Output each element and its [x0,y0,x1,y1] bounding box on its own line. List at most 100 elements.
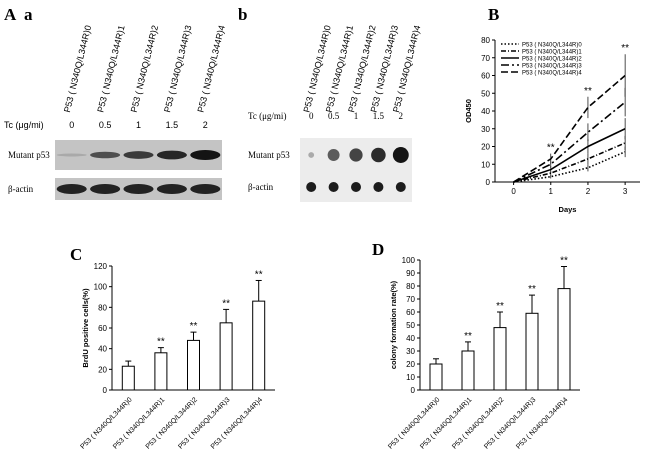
bar [219,322,233,391]
tc-value: 1.5 [373,111,385,121]
dot [328,182,339,192]
x-tick-label: P53 ( N340Q/L344R)0 [80,396,134,450]
y-tick-label: 20 [98,365,107,374]
bar [525,312,539,391]
tc-value: 0.5 [99,120,112,130]
row-label: β-actin [248,182,274,192]
significance: ** [190,321,198,332]
bar [429,363,443,391]
y-tick-label: 40 [98,345,107,354]
significance: ** [584,86,592,97]
significance: ** [528,284,536,295]
panel-letter: D [372,240,384,259]
row-label: Mutant p53 [248,150,290,160]
tc-label: Tc (μg/mi) [4,120,44,130]
dot [327,149,340,161]
y-tick-label: 100 [94,283,108,292]
dot [395,182,406,192]
significance: ** [621,43,629,54]
band [90,184,121,194]
y-tick-label: 0 [486,178,491,187]
y-tick-label: 50 [406,321,415,330]
panel-letter: b [238,5,247,24]
legend-label: P53 ( N340Q/L344R)3 [522,64,582,70]
tc-value: 1 [354,111,359,121]
band [190,184,221,194]
band [90,151,121,159]
y-tick-label: 60 [481,72,490,81]
y-tick-label: 80 [406,282,415,291]
y-tick-label: 120 [94,262,108,271]
band [156,184,187,194]
tc-value: 0 [69,120,74,130]
band [56,184,87,194]
x-tick-label: 3 [623,187,628,196]
x-tick-label: 2 [586,187,591,196]
band [156,150,187,160]
y-tick-label: 30 [406,347,415,356]
dot [371,147,386,163]
column-label: P53 ( N340Q/L344R)4 [196,24,227,113]
panel-letter: C [70,245,82,264]
panel-letter: a [24,5,33,24]
band [123,151,154,159]
bar [252,300,266,391]
panel-letter: B [488,5,499,24]
tc-value: 0 [309,111,314,121]
y-axis-label: colony formation rate(%) [389,280,398,369]
significance: ** [547,143,555,154]
row-label: β-actin [8,184,34,194]
line [513,128,626,183]
y-tick-label: 100 [402,256,416,265]
row-label: Mutant p53 [8,150,50,160]
y-tick-label: 70 [406,295,415,304]
legend-label: P53 ( N340Q/L344R)4 [522,71,582,77]
x-tick-label: P53 ( N340Q/L344R)0 [387,396,441,450]
tc-value: 2 [203,120,208,130]
legend-label: P53 ( N340Q/L344R)0 [522,43,582,49]
y-axis-label: BrdU positive cells(%) [81,288,90,368]
y-tick-label: 10 [481,160,490,169]
y-tick-label: 40 [481,107,490,116]
x-tick-label: 0 [511,187,516,196]
column-label: P53 ( N340Q/L344R)1 [95,24,126,113]
bar [493,327,507,391]
significance: ** [464,331,472,342]
bar [557,288,571,391]
x-tick-label: 1 [549,187,554,196]
tc-label: Tc (μg/mi) [248,111,286,121]
y-tick-label: 0 [103,386,108,395]
dot [306,182,317,192]
band [56,153,87,157]
dot [308,152,315,158]
y-tick-label: 60 [98,324,107,333]
significance: ** [157,337,165,348]
significance: ** [255,269,263,280]
x-axis-label: Days [559,205,577,214]
band [190,150,221,160]
column-label: P53 ( N340Q/L344R)3 [162,24,193,113]
line [513,74,626,183]
dot [373,182,384,192]
significance: ** [496,301,504,312]
y-tick-label: 50 [481,89,490,98]
tc-value: 1.5 [166,120,179,130]
bar [121,365,135,391]
significance: ** [222,298,230,309]
legend-label: P53 ( N340Q/L344R)1 [522,50,582,56]
y-tick-label: 40 [406,334,415,343]
line [513,151,626,183]
y-tick-label: 70 [481,54,490,63]
dot [349,148,363,162]
y-tick-label: 20 [481,143,490,152]
y-tick-label: 60 [406,308,415,317]
column-label: P53 ( N340Q/L344R)2 [129,24,160,113]
line [513,101,626,183]
y-tick-label: 90 [406,269,415,278]
y-tick-label: 80 [98,303,107,312]
y-tick-label: 0 [411,386,416,395]
panel-letter: A [4,5,17,24]
legend-label: P53 ( N340Q/L344R)2 [522,57,582,63]
